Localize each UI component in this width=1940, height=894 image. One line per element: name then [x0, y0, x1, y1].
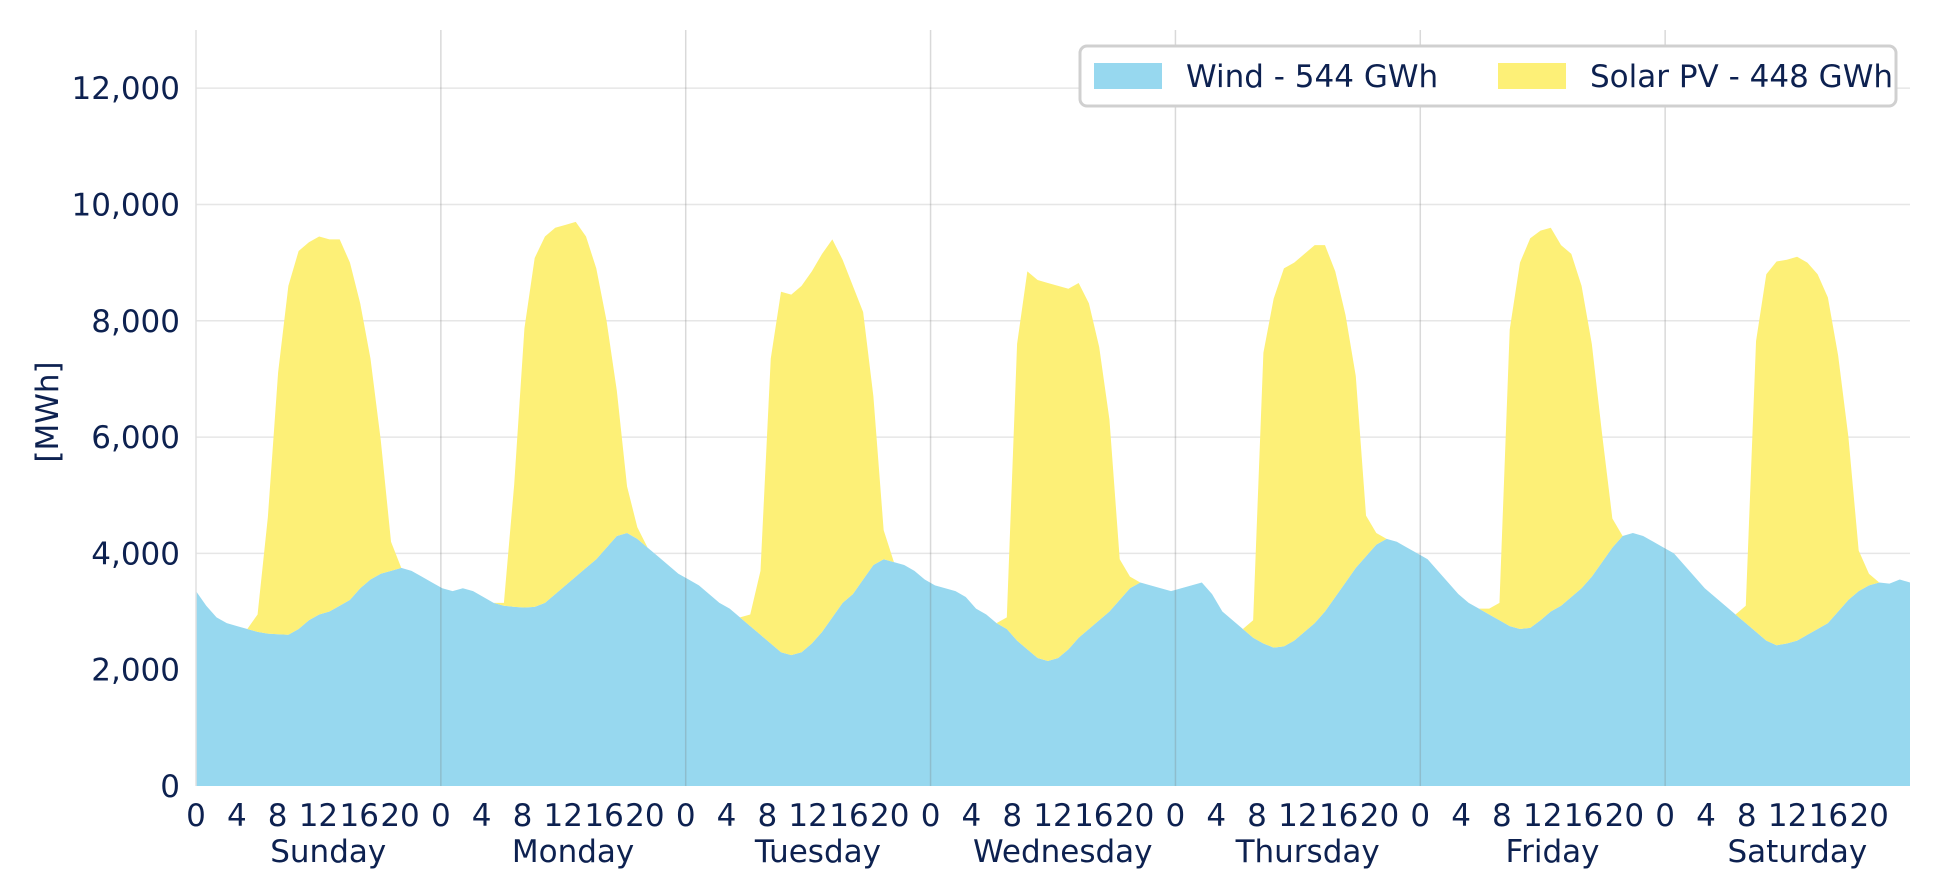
x-hour-tick-label: 20 — [1849, 798, 1888, 834]
x-hour-tick-label: 16 — [584, 798, 623, 834]
legend-swatch — [1094, 63, 1162, 89]
x-hour-tick-label: 12 — [544, 798, 583, 834]
y-tick-label: 4,000 — [91, 536, 180, 572]
x-hour-tick-label: 8 — [1492, 798, 1512, 834]
x-hour-tick-label: 0 — [676, 798, 696, 834]
y-tick-label: 6,000 — [91, 420, 180, 456]
x-hour-tick-label: 4 — [1206, 798, 1226, 834]
x-hour-tick-label: 4 — [472, 798, 492, 834]
x-hour-tick-label: 16 — [1564, 798, 1603, 834]
day-separator-layer — [440, 30, 1666, 786]
x-hour-tick-label: 20 — [1360, 798, 1399, 834]
x-hour-tick-label: 8 — [757, 798, 777, 834]
x-hour-tick-label: 8 — [1002, 798, 1022, 834]
x-hour-tick-label: 12 — [1278, 798, 1317, 834]
x-hour-tick-label: 0 — [186, 798, 206, 834]
series-area-solar-pv — [196, 221, 1910, 661]
x-hour-tick-label: 8 — [513, 798, 533, 834]
x-day-label: Thursday — [1235, 834, 1380, 870]
x-day-label: Tuesday — [754, 834, 881, 870]
legend-label: Wind - 544 GWh — [1186, 59, 1438, 95]
y-axis-label: [MWh] — [30, 361, 66, 462]
x-day-label: Monday — [512, 834, 634, 870]
y-tick-label: 8,000 — [91, 304, 180, 340]
x-hour-tick-label: 20 — [870, 798, 909, 834]
x-hour-tick-label: 0 — [921, 798, 941, 834]
x-hour-tick-label: 4 — [717, 798, 737, 834]
x-hour-tick-label: 4 — [962, 798, 982, 834]
y-tick-label: 2,000 — [91, 653, 180, 689]
area-layer — [196, 221, 1910, 786]
x-hour-tick-label: 8 — [1737, 798, 1757, 834]
x-day-label: Friday — [1506, 834, 1600, 870]
legend-label: Solar PV - 448 GWh — [1590, 59, 1893, 95]
x-hour-tick-label: 20 — [380, 798, 419, 834]
x-hour-tick-label: 0 — [431, 798, 451, 834]
y-tick-label: 12,000 — [72, 71, 180, 107]
x-hour-tick-label: 8 — [1247, 798, 1267, 834]
x-hour-tick-label: 12 — [1033, 798, 1072, 834]
x-day-label: Sunday — [270, 834, 386, 870]
x-day-label: Wednesday — [973, 834, 1152, 870]
x-hour-tick-label: 12 — [299, 798, 338, 834]
x-hour-tick-label: 20 — [1115, 798, 1154, 834]
x-hour-tick-label: 0 — [1655, 798, 1675, 834]
x-hour-tick-label: 4 — [227, 798, 247, 834]
x-hour-tick-label: 16 — [829, 798, 868, 834]
x-hour-tick-label: 16 — [1809, 798, 1848, 834]
series-area-wind — [196, 533, 1910, 786]
x-hour-tick-label: 0 — [1166, 798, 1186, 834]
legend-swatch — [1498, 63, 1566, 89]
x-hour-tick-label: 12 — [788, 798, 827, 834]
x-hour-tick-label: 0 — [1410, 798, 1430, 834]
x-hour-tick-label: 4 — [1451, 798, 1471, 834]
x-hour-tick-label: 12 — [1768, 798, 1807, 834]
x-hour-tick-label: 20 — [1605, 798, 1644, 834]
x-hour-tick-label: 12 — [1523, 798, 1562, 834]
x-hour-tick-label: 16 — [1319, 798, 1358, 834]
x-day-label: Saturday — [1728, 834, 1868, 870]
x-hour-tick-label: 16 — [1074, 798, 1113, 834]
legend: Wind - 544 GWh Solar PV - 448 GWh — [1078, 44, 1898, 108]
x-hour-tick-label: 8 — [268, 798, 288, 834]
x-hour-tick-label: 16 — [340, 798, 379, 834]
legend-box — [1078, 44, 1898, 108]
y-tick-label: 10,000 — [72, 187, 180, 223]
x-hour-tick-label: 20 — [625, 798, 664, 834]
x-hour-tick-label: 4 — [1696, 798, 1716, 834]
y-tick-label: 0 — [160, 769, 180, 805]
